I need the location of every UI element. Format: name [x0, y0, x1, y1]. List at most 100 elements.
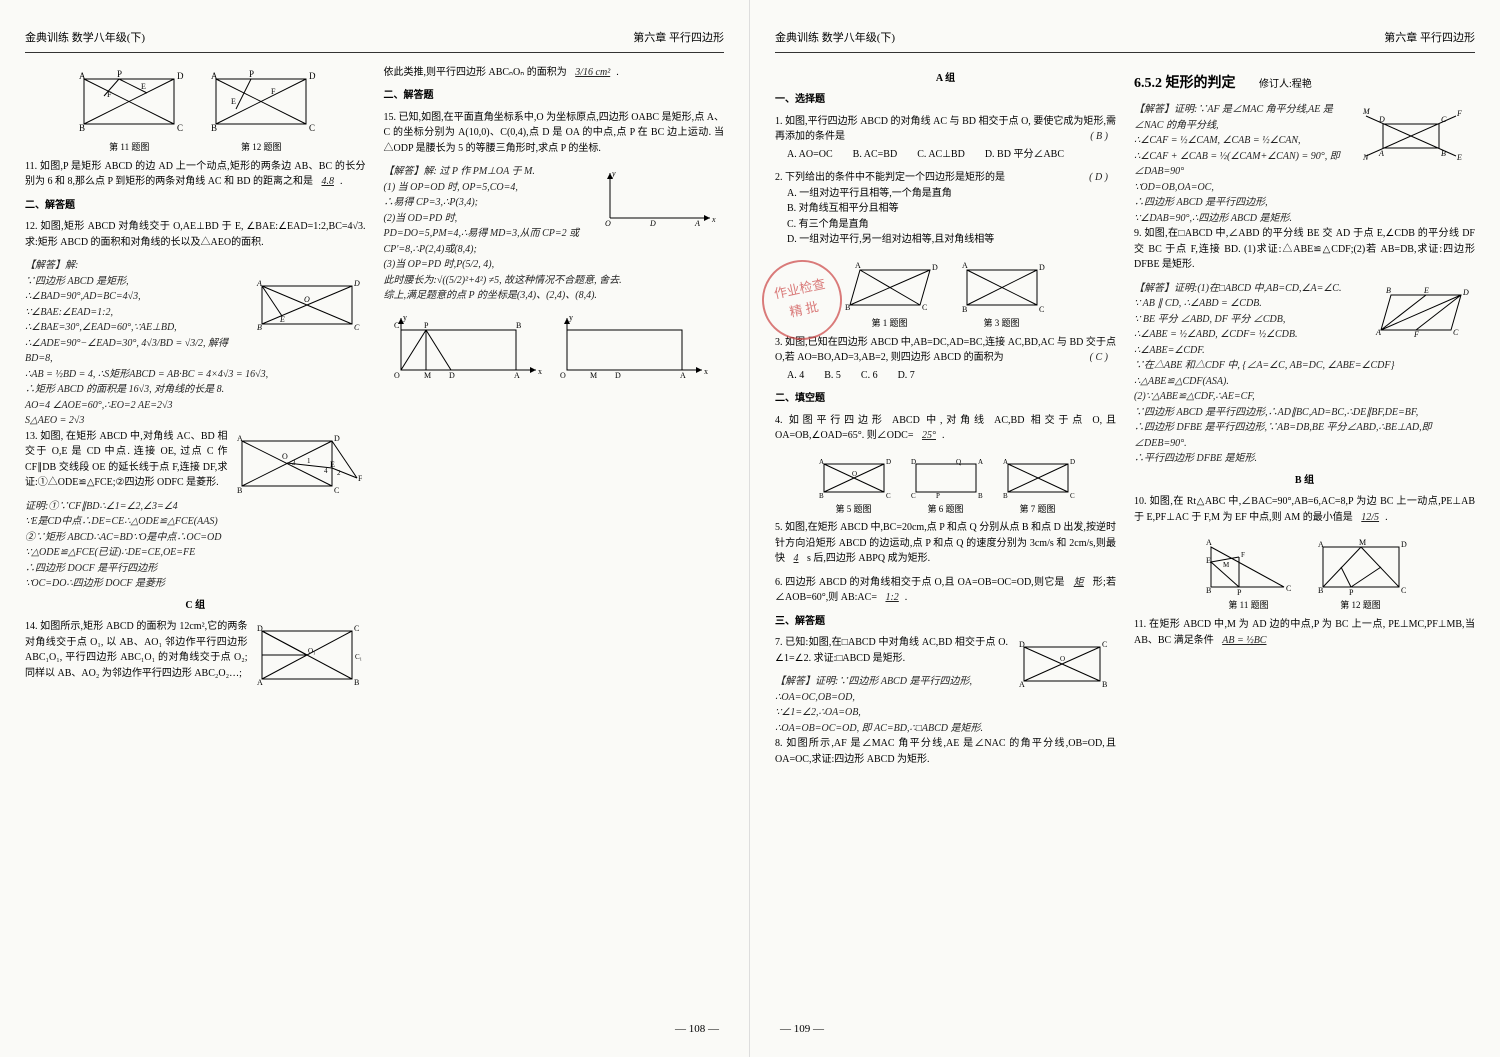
p15-fig-a: ODA xy [600, 168, 720, 228]
svg-text:N: N [1362, 153, 1369, 162]
svg-text:E: E [231, 97, 236, 106]
svg-text:C: C [334, 486, 339, 495]
p7-figure: DCABO [1012, 639, 1112, 689]
p15-fig-c: OMD Ax y [552, 310, 712, 380]
svg-text:y: y [403, 313, 407, 322]
svg-text:B: B [1003, 492, 1008, 500]
svg-text:F: F [358, 474, 362, 483]
svg-text:y: y [611, 169, 616, 178]
svg-text:A: A [694, 219, 700, 228]
svg-text:F: F [271, 87, 276, 96]
page-header-r: 金典训练 数学八年级(下) 第六章 平行四边形 [775, 30, 1475, 53]
svg-text:B: B [978, 492, 983, 500]
svg-text:D: D [1070, 458, 1075, 466]
svg-text:A: A [237, 434, 243, 443]
fig-1r: AD BC 第 1 题图 [840, 260, 940, 331]
svg-text:A: A [1378, 149, 1384, 158]
svg-text:1: 1 [307, 457, 311, 465]
columns-r: A 组 一、选择题 1. 如图,平行四边形 ABCD 的对角线 AC 与 BD … [775, 65, 1475, 776]
left-column: APD BC FE 第 11 题图 APD BC EF [25, 65, 366, 692]
svg-text:O: O [1060, 655, 1065, 663]
svg-text:C: C [1039, 305, 1044, 314]
svg-text:A: A [855, 261, 861, 270]
p2-choices: A. 一组对边平行且相等,一个角是直角 B. 对角线互相平分且相等 C. 有三个… [787, 186, 1116, 248]
svg-text:B: B [1386, 286, 1391, 295]
svg-text:D: D [334, 434, 340, 443]
columns: APD BC FE 第 11 题图 APD BC EF [25, 65, 724, 692]
problem-11: 11. 如图,P 是矩形 ABCD 的边 AD 上一个动点,矩形的两条边 AB、… [25, 159, 366, 190]
problem-4r: 4. 如图平行四边形 ABCD 中,对角线 AC,BD 相交于点 O,且 OA=… [775, 413, 1116, 444]
svg-text:D: D [1378, 115, 1385, 124]
chapter-title: 第六章 平行四边形 [633, 30, 724, 48]
p12-solution: 【解答】解: AD BC OE ∵四边形 ABCD 是矩形, ∴∠BAD=90°… [25, 258, 366, 429]
problem-1r: 1. 如图,平行四边形 ABCD 的对角线 AC 与 BD 相交于点 O, 要使… [775, 114, 1116, 163]
svg-text:A: A [211, 71, 218, 81]
svg-text:O: O [605, 219, 611, 228]
p1-ans: ( B ) [1090, 129, 1108, 145]
group-c-label: C 组 [25, 598, 366, 614]
svg-text:D: D [1019, 640, 1025, 649]
page-108: 金典训练 数学八年级(下) 第六章 平行四边形 A P D B C F E [0, 0, 750, 1057]
svg-text:P: P [1349, 588, 1354, 597]
svg-text:M: M [1362, 107, 1371, 116]
problem-2r: 2. 下列给出的条件中不能判定一个四边形是矩形的是 ( D ) A. 一组对边平… [775, 170, 1116, 248]
fig-3r: AD BC 第 3 题图 [952, 260, 1052, 331]
svg-text:D: D [309, 71, 316, 81]
p11r-ans: AB = ½BC [1216, 635, 1272, 646]
p15-solution: ODA xy 【解答】解: 过 P 作 PM⊥OA 于 M. (1) 当 OP=… [384, 164, 725, 304]
svg-text:F: F [1413, 330, 1419, 339]
svg-text:C: C [1441, 115, 1447, 124]
section-choice: 一、选择题 [775, 92, 1116, 108]
svg-text:D: D [257, 624, 263, 633]
p15-fig-b: OMD Ax CPB y [386, 310, 546, 380]
svg-text:D: D [911, 458, 916, 466]
book-title: 金典训练 数学八年级(下) [25, 30, 145, 48]
svg-text:O: O [852, 470, 857, 478]
svg-text:Q: Q [956, 458, 961, 466]
svg-text:C: C [177, 123, 183, 133]
svg-text:F: F [107, 90, 112, 99]
svg-text:D: D [1401, 540, 1407, 549]
section-3: 三、解答题 [775, 614, 1116, 630]
svg-text:O: O [394, 371, 400, 380]
svg-text:B: B [962, 305, 967, 314]
right-page-left-col: A 组 一、选择题 1. 如图,平行四边形 ABCD 的对角线 AC 与 BD … [775, 65, 1116, 776]
svg-text:y: y [569, 313, 573, 322]
problem-8r: 8. 如图所示,AF 是∠MAC 角平分线,AE 是∠NAC 的角平分线,OB=… [775, 736, 1116, 767]
p9-figure: AED BFC [1371, 285, 1471, 340]
svg-text:B: B [516, 321, 521, 330]
svg-text:B: B [257, 323, 262, 332]
svg-text:P: P [424, 321, 429, 330]
svg-text:B: B [1318, 586, 1323, 595]
problem-10r: 10. 如图,在 Rt△ABC 中,∠BAC=90°,AB=6,AC=8,P 为… [1134, 494, 1475, 525]
svg-text:A: A [1206, 538, 1212, 547]
p3-choices: A. 4 B. 5 C. 6 D. 7 [787, 368, 1116, 384]
svg-text:A: A [819, 458, 824, 466]
svg-text:C: C [309, 123, 315, 133]
problem-12: 12. 如图,矩形 ABCD 对角线交于 O,AE⊥BD 于 E, ∠BAE:∠… [25, 219, 366, 250]
svg-text:A: A [1375, 328, 1381, 337]
svg-text:E: E [1456, 153, 1462, 162]
svg-text:M: M [1359, 538, 1366, 547]
p10-ans: 12/5 [1355, 512, 1385, 523]
figure-11: APD BC FE 第 11 题图 [69, 69, 189, 155]
svg-text:D: D [886, 458, 891, 466]
svg-text:A: A [256, 279, 262, 288]
svg-text:C: C [1453, 328, 1459, 337]
svg-text:E: E [141, 82, 146, 91]
svg-text:2: 2 [337, 469, 341, 477]
svg-text:D: D [1039, 263, 1045, 272]
svg-text:O: O [282, 452, 288, 461]
svg-text:C: C [1102, 640, 1107, 649]
svg-text:A: A [962, 261, 968, 270]
problem-5r: 5. 如图,在矩形 ABCD 中,BC=20cm,点 P 和点 Q 分别从点 B… [775, 520, 1116, 567]
p2-ans: ( D ) [1089, 170, 1108, 186]
problem-9r: 9. 如图,在□ABCD 中,∠ABD 的平分线 BE 交 AD 于点 E,∠C… [1134, 226, 1475, 273]
svg-text:P: P [117, 69, 122, 79]
problem-3r: 3. 如图,已知在四边形 ABCD 中,AB=DC,AD=BC,连接 AC,BD… [775, 335, 1116, 384]
p1-choices: A. AO=OC B. AC=BD C. AC⊥BD D. BD 平分∠ABC [787, 147, 1116, 163]
svg-text:B: B [79, 123, 85, 133]
p14-continuation: 依此类推,则平行四边形 ABCₙOₙ 的面积为 3/16 cm². [384, 65, 725, 81]
svg-text:A: A [680, 371, 686, 380]
svg-text:P: P [249, 69, 254, 79]
